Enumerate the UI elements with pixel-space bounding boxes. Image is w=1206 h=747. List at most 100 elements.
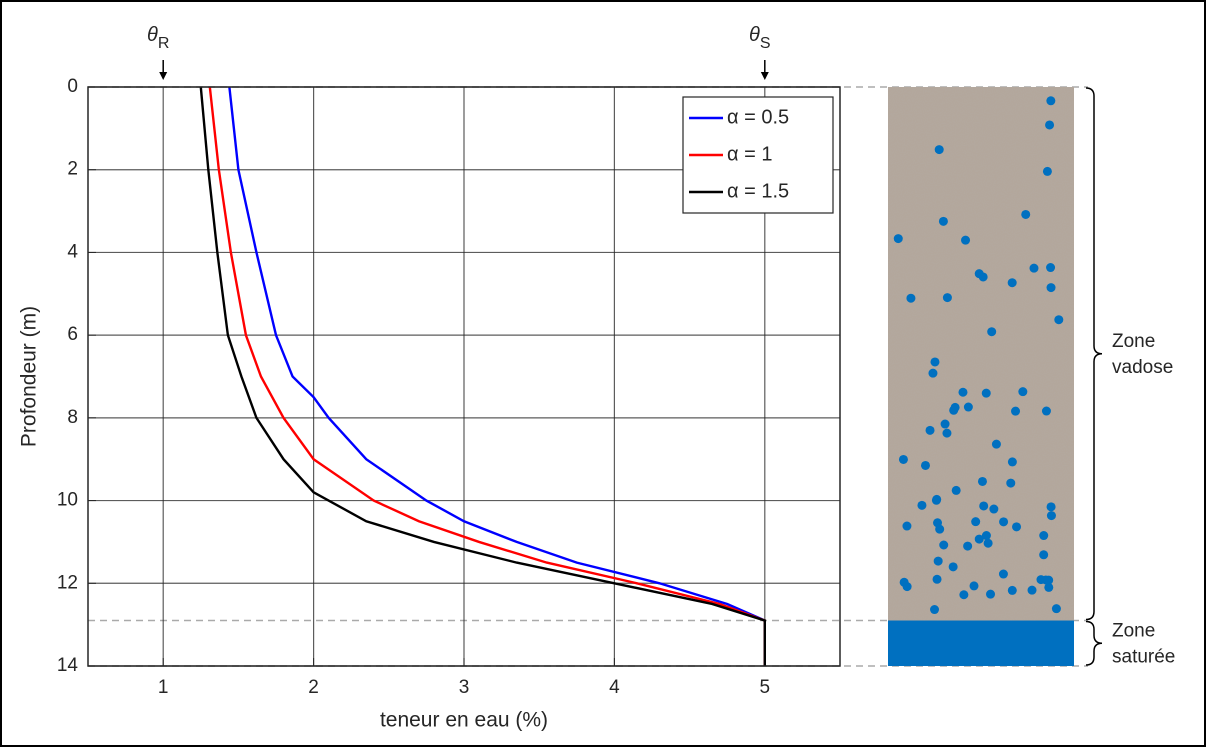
water-droplet <box>940 419 950 429</box>
water-droplet <box>1007 457 1017 467</box>
water-droplet <box>931 495 941 505</box>
x-tick-label: 1 <box>158 677 169 698</box>
legend-label: α = 1 <box>727 143 772 165</box>
water-droplet <box>981 531 991 541</box>
y-tick-label: 4 <box>67 241 78 262</box>
water-droplet <box>1006 478 1016 488</box>
water-droplet <box>934 145 944 155</box>
zone-brace <box>1085 87 1103 621</box>
zone-brace <box>1085 620 1103 666</box>
water-droplet <box>991 439 1001 449</box>
water-droplet <box>902 521 912 531</box>
y-tick-label: 8 <box>67 407 78 428</box>
water-droplet <box>1027 585 1037 595</box>
water-droplet <box>1045 120 1055 130</box>
x-axis-label: teneur en eau (%) <box>380 709 548 732</box>
data-line <box>199 86 766 666</box>
water-droplet <box>999 517 1009 527</box>
legend-label: α = 0.5 <box>727 106 789 128</box>
y-tick-label: 0 <box>67 76 78 97</box>
annotation-arrowhead <box>760 72 769 80</box>
water-droplet <box>961 235 971 245</box>
water-droplet <box>1012 522 1022 532</box>
zone-label: Zone <box>1112 331 1155 352</box>
water-droplet <box>974 269 984 279</box>
annotation-subscript: S <box>760 35 771 52</box>
water-droplet <box>1042 166 1052 176</box>
water-droplet <box>898 454 908 464</box>
annotation-symbol: θ <box>147 24 158 46</box>
water-droplet <box>930 357 940 367</box>
water-droplet <box>951 485 961 495</box>
water-droplet <box>998 569 1008 579</box>
plot-border <box>87 86 841 667</box>
annotation-symbol: θ <box>749 24 760 46</box>
water-droplet <box>977 476 987 486</box>
water-droplet <box>969 581 979 591</box>
water-droplet <box>933 518 943 528</box>
water-droplet <box>932 574 942 584</box>
water-droplet <box>971 517 981 527</box>
water-droplet <box>893 234 903 244</box>
water-droplet <box>1041 406 1051 416</box>
water-droplet <box>950 402 960 412</box>
water-droplet <box>1046 502 1056 512</box>
water-droplet <box>928 368 938 378</box>
water-droplet <box>930 605 940 615</box>
water-droplet <box>1046 511 1056 521</box>
annotation-label: θR <box>147 24 169 52</box>
water-droplet <box>981 388 991 398</box>
annotation-subscript: R <box>158 35 170 52</box>
water-droplet <box>1054 315 1064 325</box>
water-droplet <box>987 327 997 337</box>
water-droplet <box>974 534 984 544</box>
water-droplet <box>1044 582 1054 592</box>
x-tick-label: 4 <box>609 677 620 698</box>
zone-label: Zone <box>1112 620 1155 641</box>
water-droplet <box>1046 263 1056 273</box>
x-tick-label: 5 <box>760 677 771 698</box>
water-droplet <box>1007 585 1017 595</box>
legend-label: α = 1.5 <box>727 180 789 202</box>
water-droplet <box>1029 263 1039 273</box>
water-droplet <box>979 501 989 511</box>
water-droplet <box>1039 550 1049 560</box>
water-droplet <box>1051 604 1061 614</box>
water-droplet <box>1018 387 1028 397</box>
water-droplet <box>1007 278 1017 288</box>
data-line <box>208 86 766 666</box>
water-droplet <box>989 504 999 514</box>
x-tick-label: 3 <box>459 677 470 698</box>
water-droplet <box>1011 406 1021 416</box>
water-droplet <box>899 577 909 587</box>
annotation-arrowhead <box>159 72 168 80</box>
x-tick-label: 2 <box>308 677 319 698</box>
water-droplet <box>963 402 973 412</box>
water-droplet <box>959 590 969 600</box>
water-droplet <box>948 562 958 572</box>
annotation-label: θS <box>749 24 771 52</box>
water-droplet <box>1046 96 1056 106</box>
water-droplet <box>939 540 949 550</box>
water-droplet <box>1036 575 1046 585</box>
water-droplet <box>942 293 952 303</box>
water-droplet <box>920 460 930 470</box>
water-droplet <box>942 428 952 438</box>
y-tick-label: 14 <box>57 655 79 676</box>
water-droplet <box>1021 209 1031 219</box>
water-droplet <box>1046 283 1056 293</box>
water-droplet <box>986 589 996 599</box>
data-line <box>228 86 766 666</box>
water-droplet <box>917 500 927 510</box>
y-tick-label: 6 <box>67 324 78 345</box>
zone-label: vadose <box>1112 357 1173 378</box>
water-droplet <box>963 541 973 551</box>
saturated-zone <box>888 620 1074 666</box>
zone-label: saturée <box>1112 646 1175 667</box>
water-droplet <box>983 538 993 548</box>
water-droplet <box>1044 575 1054 585</box>
y-tick-label: 2 <box>67 159 78 180</box>
water-droplet <box>1039 531 1049 541</box>
y-axis-label: Profondeur (m) <box>18 306 41 447</box>
